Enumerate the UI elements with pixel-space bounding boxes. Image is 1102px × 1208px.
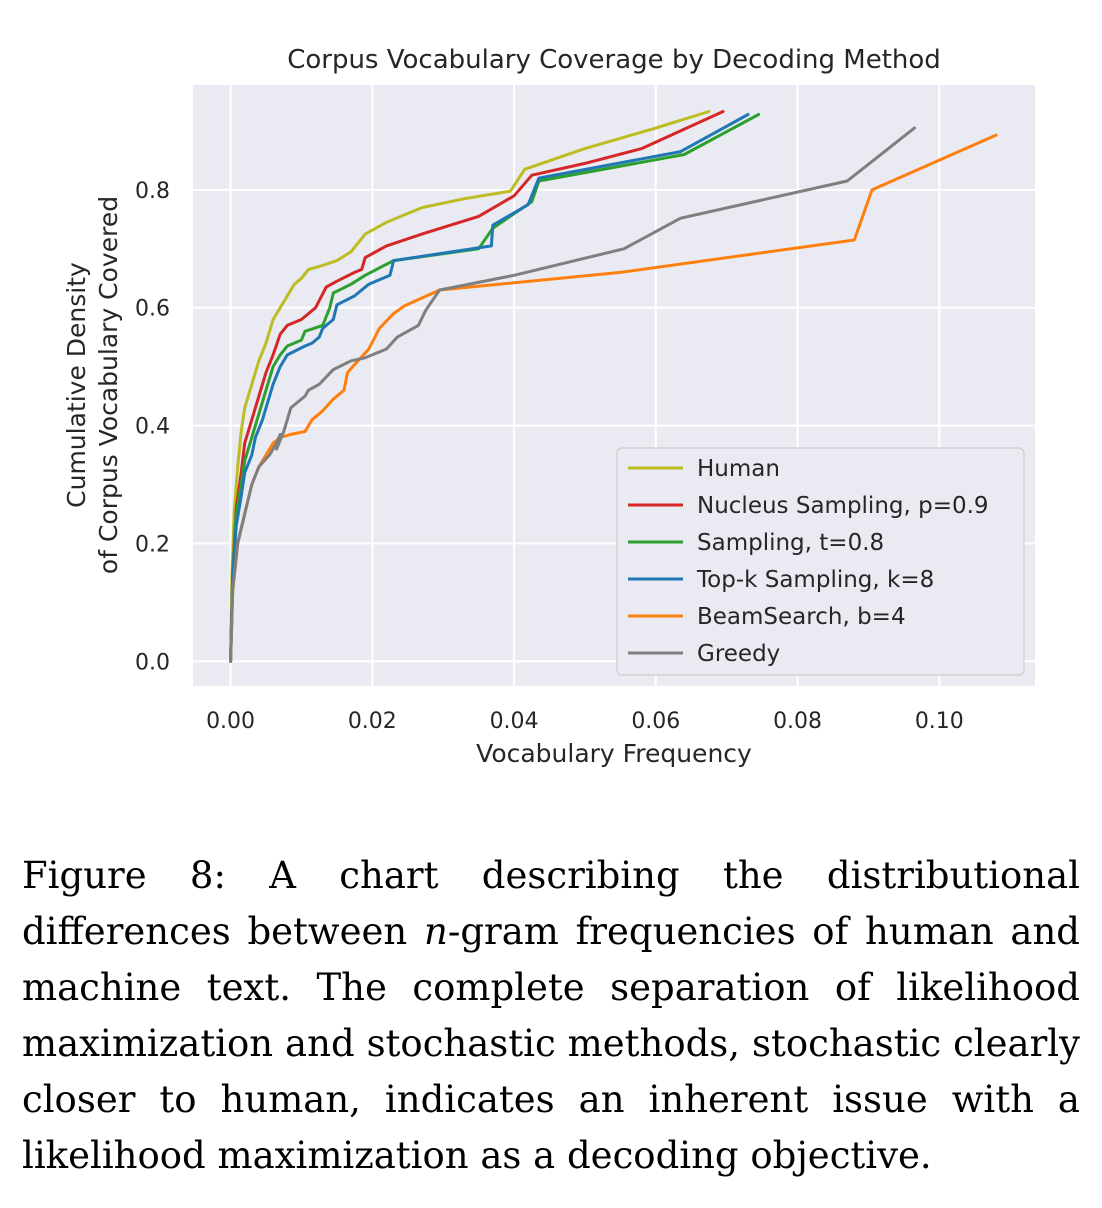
y-tick-labels: 0.0 0.2 0.4 0.6 0.8 <box>135 179 170 675</box>
caption-math-n: n <box>423 910 448 953</box>
series-line-top-k-sampling-k-8 <box>229 113 750 663</box>
legend-box <box>616 447 1025 676</box>
y-axis-label-line-1: Cumulative Density <box>62 262 91 508</box>
y-tick-label: 0.2 <box>135 532 170 557</box>
caption-text-part-1: A chart describing the distributional di… <box>22 854 1080 953</box>
legend: Human Nucleus Sampling, p=0.9 Sampling, t=… <box>616 447 1025 676</box>
figure-caption: Figure 8: A chart describing the distrib… <box>22 848 1080 1184</box>
legend-label: Top-k Sampling, k=8 <box>696 567 934 593</box>
series-line-nucleus-sampling-p-0-9 <box>229 110 725 663</box>
x-tick-label: 0.00 <box>206 709 255 734</box>
x-tick-label: 0.06 <box>631 709 680 734</box>
x-tick-label: 0.04 <box>490 709 539 734</box>
caption-text-part-2: -gram frequencies of human and machine t… <box>22 910 1080 1177</box>
y-tick-label: 0.8 <box>135 179 170 204</box>
series-line-human <box>229 110 711 663</box>
legend-label: Sampling, t=0.8 <box>697 530 884 556</box>
legend-label: BeamSearch, b=4 <box>697 604 906 630</box>
x-tick-label: 0.02 <box>348 709 397 734</box>
x-axis-label: Vocabulary Frequency <box>476 739 752 768</box>
y-tick-label: 0.0 <box>135 650 170 675</box>
x-tick-label: 0.10 <box>915 709 964 734</box>
legend-label: Greedy <box>697 641 780 667</box>
caption-label: Figure 8: <box>22 854 226 897</box>
x-tick-labels: 0.00 0.02 0.04 0.06 0.08 0.10 <box>206 709 964 734</box>
chart: Corpus Vocabulary Coverage by Decoding M… <box>62 45 1035 768</box>
x-tick-label: 0.08 <box>773 709 822 734</box>
legend-label: Nucleus Sampling, p=0.9 <box>697 493 989 519</box>
y-axis-label-line-2: of Corpus Vocabulary Covered <box>94 196 123 574</box>
series-lines <box>229 110 998 663</box>
chart-title: Corpus Vocabulary Coverage by Decoding M… <box>287 45 941 75</box>
series-line-greedy <box>229 126 916 663</box>
legend-label: Human <box>697 456 780 482</box>
y-tick-label: 0.4 <box>135 415 170 440</box>
y-tick-label: 0.6 <box>135 297 170 322</box>
